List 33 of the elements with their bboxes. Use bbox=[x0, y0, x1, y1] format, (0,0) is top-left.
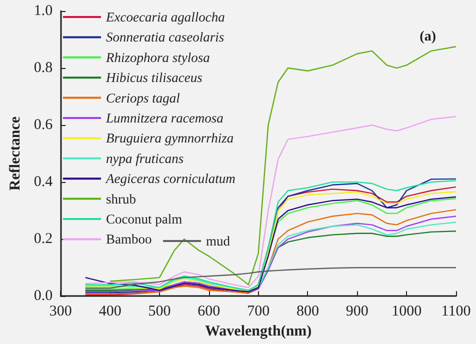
x-tick-label: 1100 bbox=[441, 304, 471, 320]
annotation: (a) bbox=[420, 30, 436, 44]
y-tick-label: 0.6 bbox=[34, 117, 54, 134]
y-tick-label: 0.4 bbox=[34, 174, 54, 190]
x-axis-title: Wavelength(nm) bbox=[204, 324, 312, 340]
x-tick-label: 500 bbox=[148, 304, 171, 320]
legend-label: Sonneratia caseolaris bbox=[106, 30, 224, 45]
x-tick-label: 600 bbox=[198, 304, 220, 320]
legend-label: Hibicus tilisaceus bbox=[105, 70, 202, 86]
legend-label: nypa fruticans bbox=[106, 150, 184, 166]
y-tick-label: 0.2 bbox=[34, 231, 53, 248]
legend-label: shrub bbox=[106, 191, 136, 206]
legend-label: Bamboo bbox=[106, 232, 152, 247]
x-tick-label: 800 bbox=[296, 304, 319, 320]
legend-label: Bruguiera gymnorrhiza bbox=[106, 130, 234, 146]
legend-label: mud bbox=[206, 234, 230, 248]
legend-label: Aegiceras corniculatum bbox=[105, 171, 236, 186]
legend-label: Coconut palm bbox=[106, 212, 183, 226]
line-series bbox=[84, 116, 457, 288]
x-tick-label: 900 bbox=[346, 304, 368, 320]
x-tick-label: 1000 bbox=[392, 304, 422, 320]
x-tick-label: 300 bbox=[49, 304, 72, 320]
legend-label: Rhizophora stylosa bbox=[105, 50, 210, 65]
line-series bbox=[84, 266, 457, 289]
legend-label: Excoecaria agallocha bbox=[105, 10, 226, 24]
y-tick-label: 1.0 bbox=[34, 3, 53, 19]
y-tick-label: 0.8 bbox=[34, 60, 53, 76]
y-axis-title: Reflectance bbox=[8, 116, 24, 191]
x-tick-label: 700 bbox=[247, 304, 270, 320]
legend-label: Lumnitzera racemosa bbox=[105, 110, 224, 126]
x-tick-label: 400 bbox=[98, 304, 122, 320]
legend-label: Ceriops tagal bbox=[106, 90, 180, 106]
y-tick-label: 0.0 bbox=[34, 288, 53, 304]
